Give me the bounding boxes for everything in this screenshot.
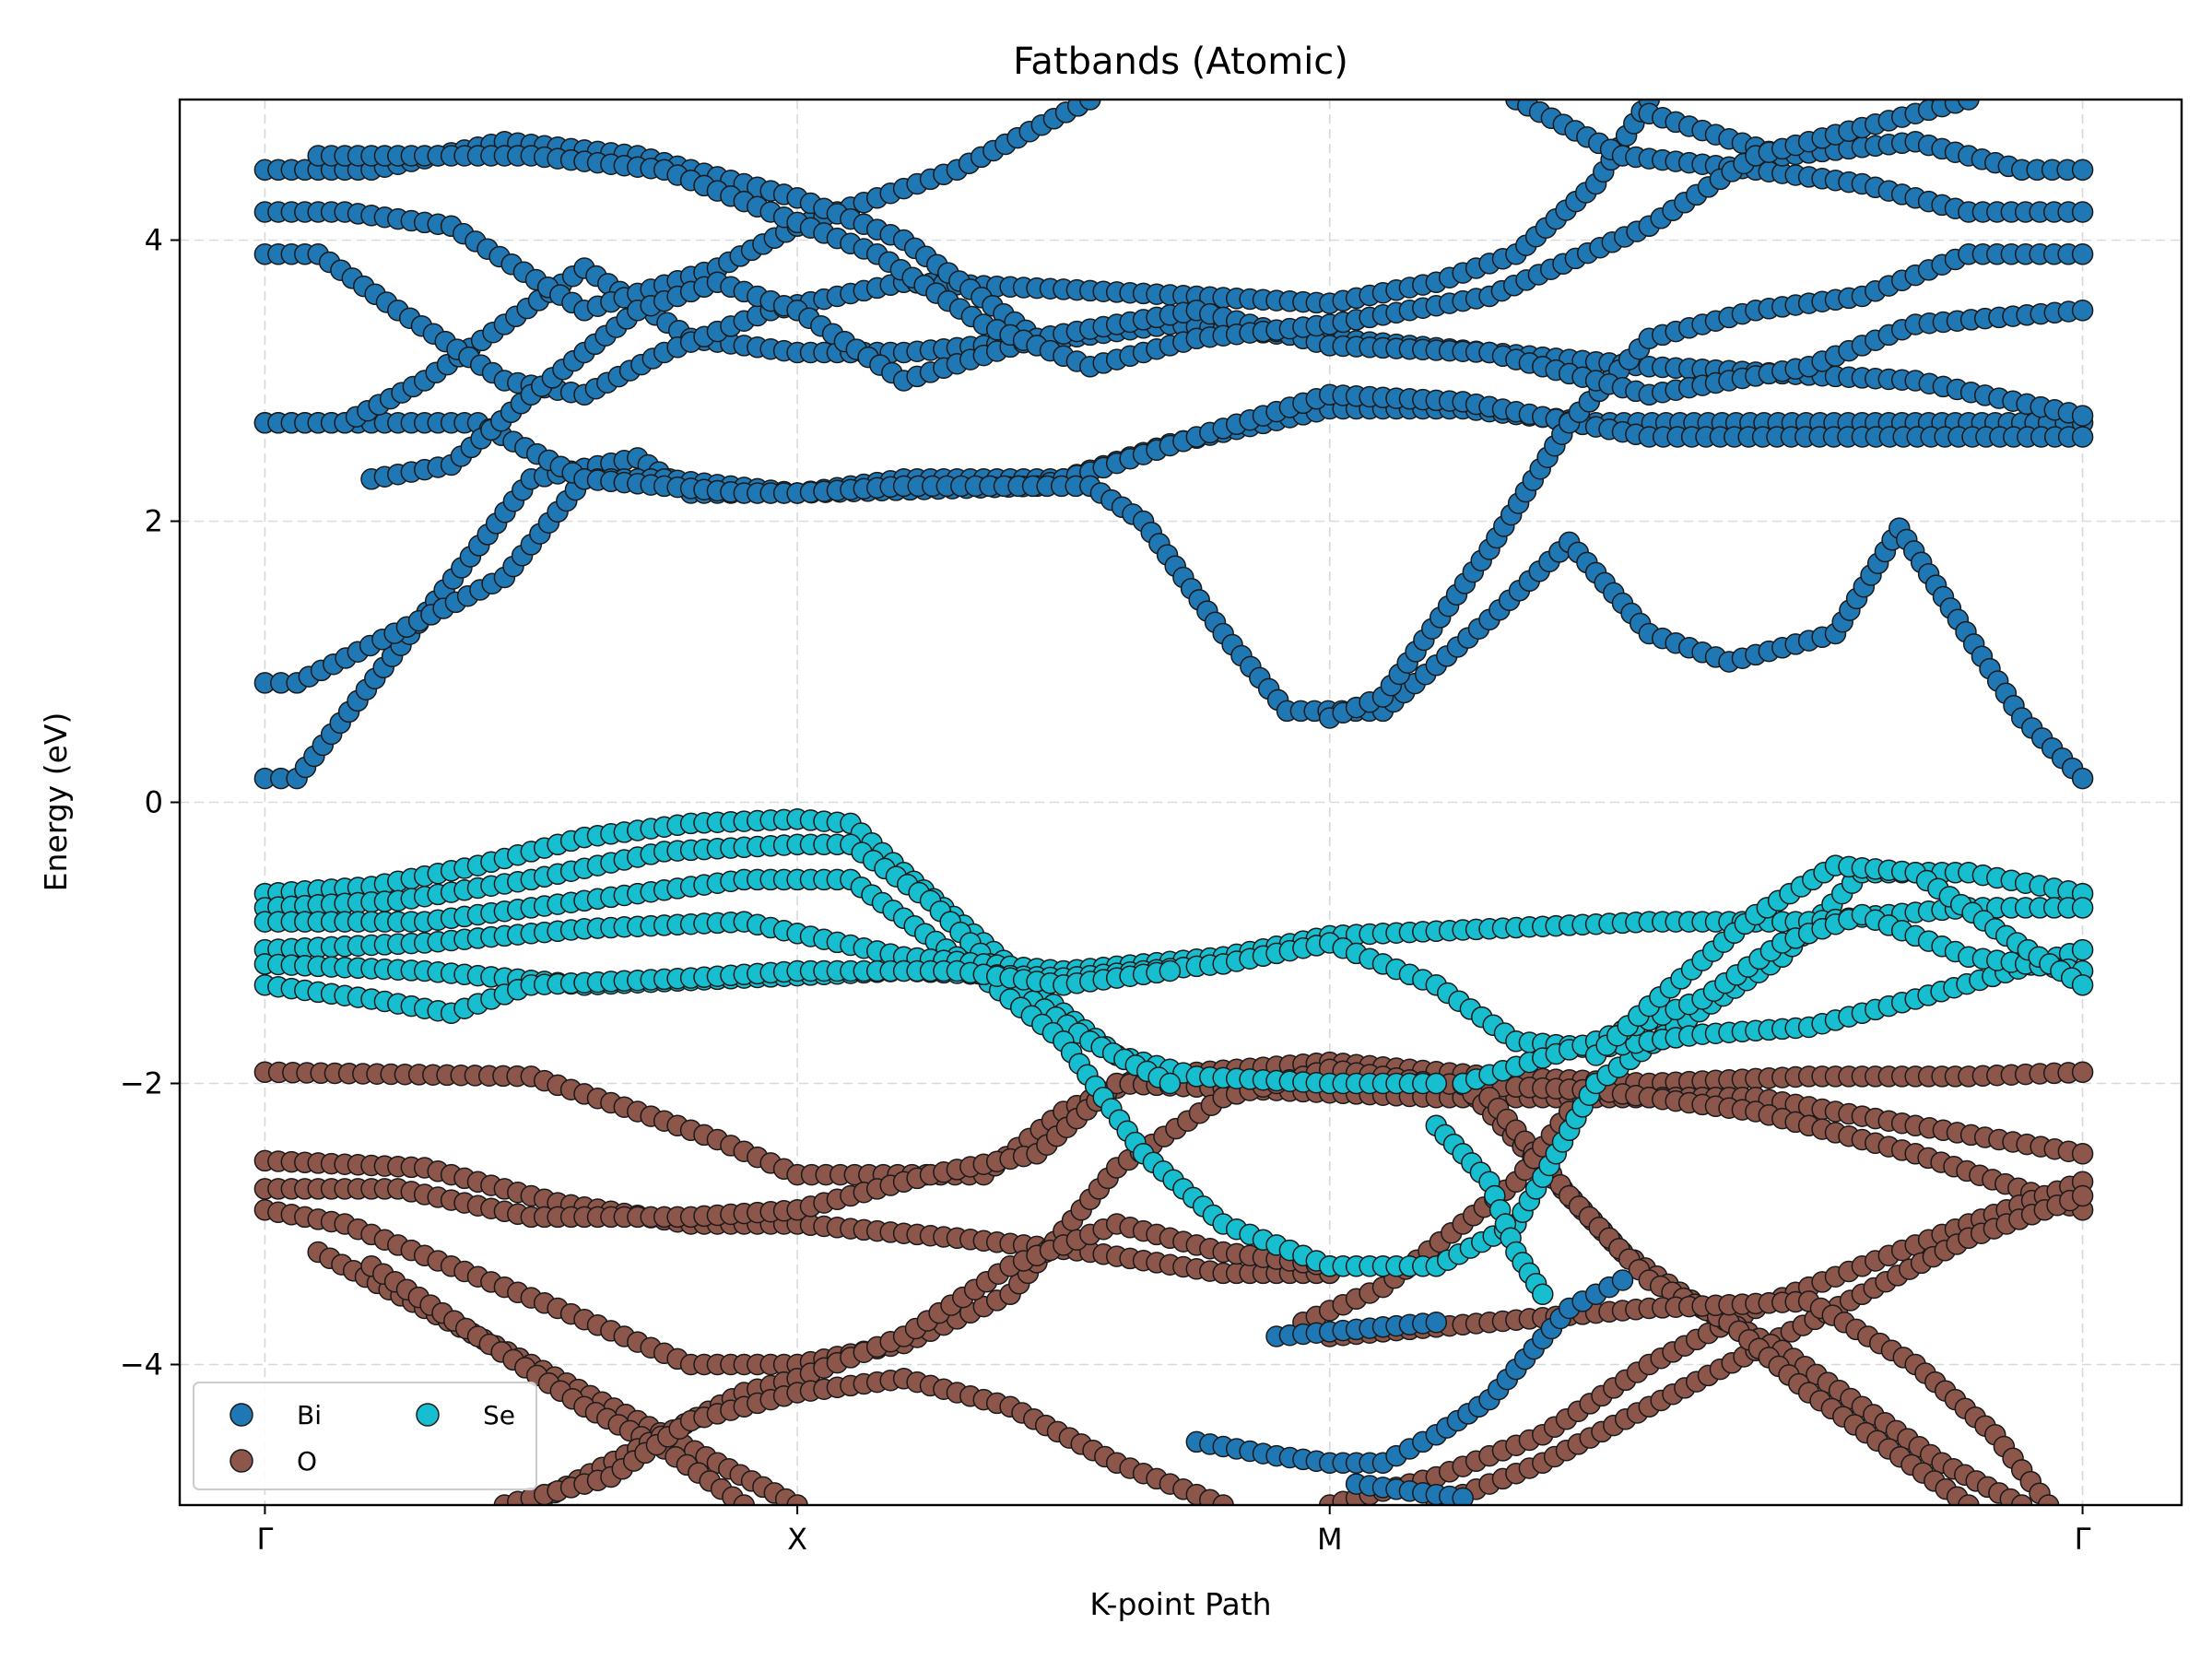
y-tick-label: 2 — [145, 504, 163, 539]
y-tick-label: −4 — [120, 1347, 163, 1382]
x-tick-label: M — [1317, 1522, 1343, 1557]
band-point — [1425, 1072, 1448, 1095]
legend-marker-bi — [229, 1403, 253, 1427]
y-axis-label: Energy (eV) — [38, 712, 74, 892]
legend-marker-o — [229, 1449, 253, 1473]
x-tick-label: Γ — [2075, 1522, 2091, 1557]
band-point — [2071, 159, 2094, 182]
band-point — [1958, 100, 1980, 111]
y-tick-label: −2 — [120, 1066, 163, 1101]
legend: Bi Se O — [193, 1382, 537, 1490]
band-point — [786, 1494, 808, 1505]
y-tick-label: 0 — [145, 785, 163, 820]
band-point — [2071, 974, 2094, 996]
x-tick-label: Γ — [257, 1522, 274, 1557]
band-point — [2071, 897, 2094, 919]
band-point — [2071, 767, 2094, 790]
chart-title: Fatbands (Atomic) — [1013, 41, 1348, 83]
band-point — [1159, 1072, 1182, 1095]
series-bi — [253, 100, 2094, 790]
band-point — [2071, 300, 2094, 322]
x-axis-label: K-point Path — [1089, 1586, 1271, 1622]
band-point — [2071, 426, 2094, 448]
legend-label-bi: Bi — [297, 1400, 322, 1430]
band-point — [2071, 201, 2094, 223]
band-point — [2071, 1184, 2094, 1207]
y-tick-label: 4 — [145, 223, 163, 258]
band-point — [2071, 1143, 2094, 1165]
legend-label-o: O — [297, 1446, 317, 1477]
legend-marker-se — [416, 1403, 440, 1427]
data-points — [253, 100, 2094, 1505]
legend-label-se: Se — [483, 1400, 515, 1430]
band-point — [2071, 1061, 2094, 1084]
band-point — [1159, 959, 1182, 982]
band-point — [1079, 100, 1101, 111]
band-point — [2071, 405, 2094, 427]
band-point — [2071, 243, 2094, 265]
band-point — [2071, 938, 2094, 961]
band-point — [1611, 1269, 1634, 1291]
legend-box — [193, 1382, 537, 1490]
band-point — [1212, 1494, 1234, 1505]
band-point — [1425, 1312, 1448, 1334]
band-point — [733, 1494, 756, 1505]
x-tick-label: X — [787, 1522, 807, 1557]
band-point — [1532, 1283, 1554, 1306]
